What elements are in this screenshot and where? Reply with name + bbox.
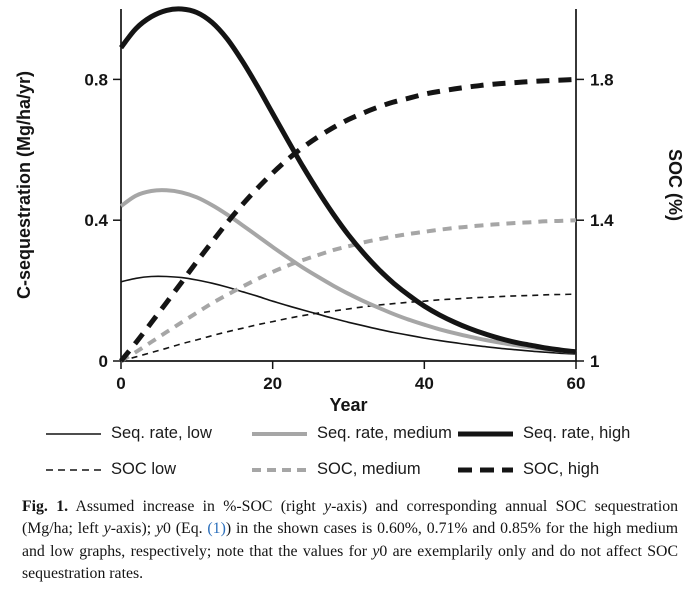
- series-path-seq-rate-low: [120, 275, 577, 355]
- caption-text: y: [103, 520, 111, 538]
- x-tick-label: 60: [567, 374, 586, 393]
- series-path-soc-high: [119, 76, 577, 363]
- legend-label: SOC, high: [523, 460, 600, 478]
- x-axis-title: Year: [329, 395, 367, 415]
- left-tick-label: 0.8: [84, 70, 108, 89]
- left-tick-label: 0: [99, 352, 108, 371]
- solid-line-sample-icon: [458, 431, 513, 436]
- solid-line-sample-icon: [252, 431, 307, 436]
- right-tick-label: 1.4: [590, 211, 614, 230]
- left-axis-title: C-sequestration (Mg/ha/yr): [14, 71, 34, 299]
- caption-text: ) in the shown cases is 0.60%, 0.71% and…: [22, 520, 679, 560]
- dashed-line-sample-icon: [458, 467, 513, 472]
- x-tick-label: 0: [116, 374, 125, 393]
- x-tick-label: 40: [415, 374, 434, 393]
- figure-caption: Fig. 1. Assumed increase in %-SOC (right…: [22, 496, 678, 586]
- x-tick-label: 20: [263, 374, 282, 393]
- right-tick-label: 1.8: [590, 70, 614, 89]
- legend-item-soc-high: SOC, high: [458, 460, 599, 479]
- legend-item-seq-rate-low: Seq. rate, low: [46, 424, 252, 443]
- chart-svg: 0 0.4 0.8 1 1.4 1.8 0 20 40 60 C-sequestration (Mg…: [14, 6, 685, 415]
- chart-legend: Seq. rate, low Seq. rate, medium Seq. rate…: [46, 424, 700, 479]
- legend-label: Seq. rate, low: [111, 424, 212, 442]
- equation-1-link[interactable]: (1): [207, 520, 226, 538]
- dashed-line-sample-icon: [252, 467, 307, 472]
- solid-line-sample-icon: [46, 432, 101, 435]
- right-tick-label: 1: [590, 352, 599, 371]
- series-path-soc-medium: [119, 218, 577, 363]
- legend-item-seq-rate-medium: Seq. rate, medium: [252, 424, 458, 443]
- right-axis-title: SOC (%): [665, 149, 685, 221]
- series-path-seq-rate-high: [119, 6, 577, 355]
- caption-text: 0 (Eq.: [163, 520, 208, 538]
- chart-area: 0 0.4 0.8 1 1.4 1.8 0 20 40 60 C-sequestration (Mg…: [0, 4, 700, 416]
- caption-text: Fig. 1.: [22, 498, 69, 515]
- legend-row: Seq. rate, low Seq. rate, medium Seq. rate…: [46, 424, 700, 443]
- caption-text: y: [155, 520, 163, 538]
- legend-label: Seq. rate, medium: [317, 424, 452, 442]
- caption-text: y: [372, 542, 380, 560]
- legend-label: SOC, medium: [317, 460, 421, 478]
- series-path-seq-rate-medium: [119, 188, 577, 355]
- caption-text: Assumed increase in %-SOC (right: [68, 498, 325, 515]
- caption-text: -axis);: [110, 520, 156, 538]
- dashed-line-sample-icon: [46, 468, 101, 471]
- legend-item-soc-medium: SOC, medium: [252, 460, 458, 479]
- legend-item-seq-rate-high: Seq. rate, high: [458, 424, 630, 443]
- caption-text: 0 are exemplarily only and do not affect…: [22, 542, 679, 583]
- caption-text: y: [324, 498, 332, 515]
- series-path-soc-low: [120, 293, 577, 362]
- legend-item-soc-low: SOC low: [46, 460, 252, 479]
- legend-label: Seq. rate, high: [523, 424, 631, 442]
- caption-text: -axis) and corresponding annual SOC sequ…: [22, 498, 678, 538]
- legend-row: SOC low SOC, medium SOC, high: [46, 460, 700, 479]
- left-tick-label: 0.4: [84, 211, 108, 230]
- figure-1: 0 0.4 0.8 1 1.4 1.8 0 20 40 60 C-sequestration (Mg…: [0, 4, 700, 586]
- legend-label: SOC low: [111, 460, 177, 478]
